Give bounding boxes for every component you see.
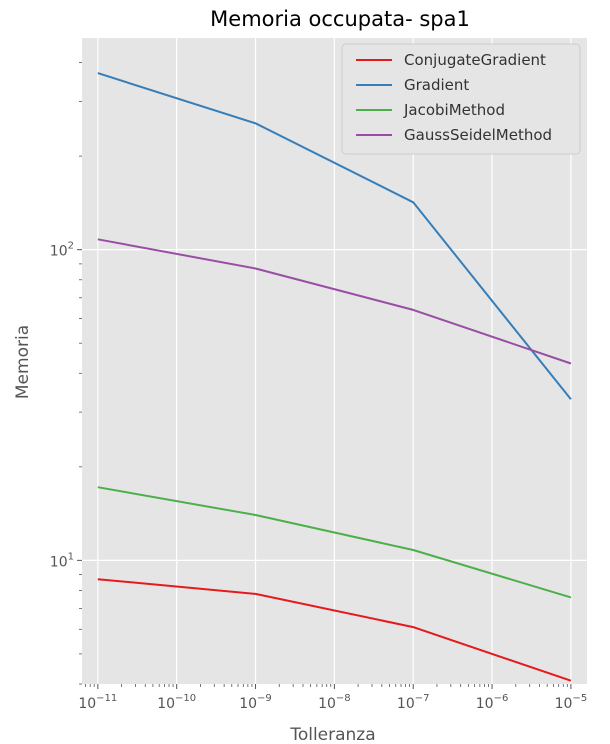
- series-line-gradient: [97, 72, 572, 400]
- y-axis-label: Memoria: [13, 325, 33, 399]
- series-line-jacobi-method: [97, 486, 572, 599]
- legend: ConjugateGradient Gradient JacobiMethod Gau…: [341, 43, 581, 155]
- chart-title: Memoria occupata- spa1: [210, 7, 470, 31]
- x-axis-label: Tolleranza: [289, 725, 375, 744]
- x-tick-label: 10−7: [397, 693, 430, 712]
- x-tick-label: 10−11: [78, 693, 117, 712]
- y-tick-label: 101: [50, 551, 74, 570]
- legend-box: [341, 43, 581, 155]
- legend-label-conjugate-gradient: ConjugateGradient: [404, 51, 546, 69]
- series-line-conjugate-gradient: [97, 578, 572, 682]
- x-tick-label: 10−9: [239, 693, 272, 712]
- x-tick-label: 10−6: [476, 693, 509, 712]
- x-tick-label: 10−8: [318, 693, 351, 712]
- axis-ticks: 10−11 10−10 10−9 10−8 10−7 10−6 10−5 101 102: [50, 62, 588, 712]
- legend-label-gradient: Gradient: [404, 76, 469, 94]
- legend-label-jacobi-method: JacobiMethod: [403, 101, 505, 119]
- legend-label-gauss-seidel-method: GaussSeidelMethod: [404, 126, 552, 144]
- y-tick-label: 102: [50, 241, 74, 260]
- x-tick-label: 10−10: [157, 693, 196, 712]
- series-lines: [97, 72, 572, 682]
- x-tick-label: 10−5: [555, 693, 588, 712]
- series-line-gauss-seidel-method: [97, 238, 572, 365]
